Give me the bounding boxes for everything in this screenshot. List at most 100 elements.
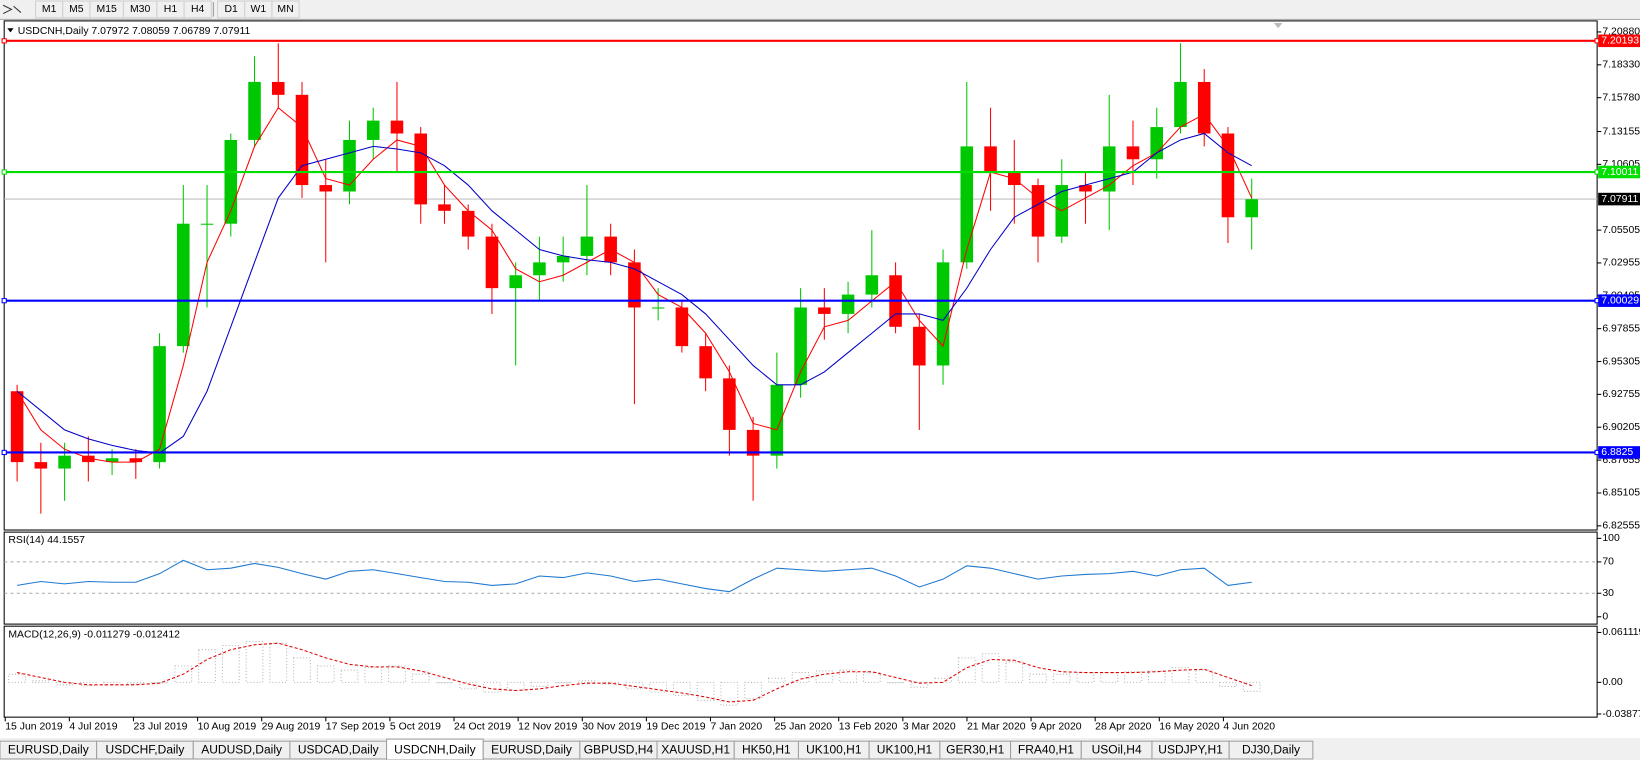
macd-bar xyxy=(1076,672,1095,683)
tab-label[interactable]: USDCHF,Daily xyxy=(106,743,185,757)
tab-label[interactable]: AUDUSD,Daily xyxy=(201,743,282,757)
tab-label[interactable]: UK100,H1 xyxy=(877,743,933,757)
tab-label[interactable]: XAUUSD,H1 xyxy=(661,743,730,757)
level-handle[interactable] xyxy=(1,38,7,44)
tab[interactable] xyxy=(1228,740,1314,760)
price-tick-label: 6.85105 xyxy=(1602,488,1640,499)
candle-body xyxy=(1197,81,1211,134)
macd-bar xyxy=(815,670,834,683)
candle-body xyxy=(485,236,499,289)
candle-body xyxy=(746,429,760,456)
level-price-label: 7.20193 xyxy=(1601,36,1639,47)
date-label: 12 Nov 2019 xyxy=(518,721,577,732)
tab-label[interactable]: USDCAD,Daily xyxy=(298,743,379,757)
candle-body xyxy=(105,458,119,463)
candle-body xyxy=(129,458,143,463)
level-price-box xyxy=(1598,165,1640,179)
date-label: 13 Feb 2020 xyxy=(839,721,898,732)
timeframe-button[interactable] xyxy=(183,0,212,19)
timeframe-label[interactable]: D1 xyxy=(224,4,238,15)
timeframe-button[interactable] xyxy=(271,0,300,19)
macd-bar xyxy=(435,681,454,684)
candle-body xyxy=(675,307,689,347)
candle-body xyxy=(200,223,214,225)
candle-body xyxy=(913,326,926,366)
price-tick-label: 7.18330 xyxy=(1602,60,1640,71)
candle-body xyxy=(82,455,95,463)
macd-bar xyxy=(791,672,810,683)
candle-body xyxy=(438,204,451,211)
moving-average xyxy=(16,132,1252,454)
tab-label[interactable]: GBPUSD,H4 xyxy=(584,743,654,757)
timeframe-label[interactable]: H4 xyxy=(191,4,205,15)
candle-body xyxy=(1079,185,1092,192)
candle-body xyxy=(1126,146,1140,160)
price-tick-label: 6.82555 xyxy=(1602,521,1640,532)
current-price-label: 7.07911 xyxy=(1601,194,1638,205)
macd-bar xyxy=(744,681,763,700)
candle-body xyxy=(628,262,641,308)
timeframe-label[interactable]: M30 xyxy=(130,4,151,15)
rsi-tick-label: 30 xyxy=(1602,588,1614,599)
date-label: 5 Oct 2019 xyxy=(390,721,441,732)
tab-label[interactable]: UK100,H1 xyxy=(806,743,862,757)
tab-label[interactable]: USDCNH,Daily xyxy=(394,743,475,757)
tab-label[interactable]: USOil,H4 xyxy=(1092,743,1142,757)
candle-body xyxy=(1150,127,1164,160)
tab-label[interactable]: HK50,H1 xyxy=(742,743,791,757)
macd-bar xyxy=(388,665,406,683)
macd-bar xyxy=(981,653,1000,683)
macd-bar xyxy=(767,677,786,683)
tab-label[interactable]: GER30,H1 xyxy=(946,743,1004,757)
date-label: 3 Mar 2020 xyxy=(903,721,956,732)
tab-label[interactable]: EURUSD,Daily xyxy=(491,743,572,757)
level-handle[interactable] xyxy=(1,169,7,175)
candle-body xyxy=(10,391,24,463)
date-label: 4 Jun 2020 xyxy=(1223,721,1275,732)
macd-tick-label: 0.061119 xyxy=(1602,627,1640,638)
candle-body xyxy=(1031,185,1045,237)
rsi-tick-label: 0 xyxy=(1602,612,1608,623)
timeframe-label[interactable]: H1 xyxy=(164,4,178,15)
candle-body xyxy=(770,384,784,456)
candle-body xyxy=(366,120,380,140)
candle-body xyxy=(343,139,356,192)
macd-bar xyxy=(459,681,478,690)
tab-label[interactable]: FRA40,H1 xyxy=(1018,743,1074,757)
macd-bar xyxy=(1100,672,1119,683)
timeframe-label[interactable]: MN xyxy=(277,4,293,15)
level-price-label: 7.10011 xyxy=(1601,167,1638,178)
chart-header: USDCNH,Daily 7.07972 7.08059 7.06789 7.0… xyxy=(18,26,251,37)
timeframe-label[interactable]: M1 xyxy=(42,4,57,15)
timeframe-label[interactable]: M15 xyxy=(97,4,118,15)
candle-body xyxy=(1245,199,1258,218)
level-handle[interactable] xyxy=(1,298,7,304)
macd-label: MACD(12,26,9) -0.011279 -0.012412 xyxy=(8,629,180,640)
tab-label[interactable]: USDJPY,H1 xyxy=(1158,743,1223,757)
price-tick-label: 7.20880 xyxy=(1602,27,1640,38)
macd-bar xyxy=(1124,671,1142,683)
level-price-box xyxy=(1598,294,1640,307)
level-handle[interactable] xyxy=(1,449,7,456)
candle-body xyxy=(58,455,71,469)
cursor-icon[interactable] xyxy=(2,4,22,15)
timeframe-label[interactable]: M5 xyxy=(69,4,84,15)
level-price-label: 6.8825 xyxy=(1601,447,1633,458)
macd-bar xyxy=(221,645,240,683)
date-label: 4 Jul 2019 xyxy=(69,721,117,732)
tab-label[interactable]: DJ30,Daily xyxy=(1242,743,1300,757)
date-label: 21 Mar 2020 xyxy=(967,721,1026,732)
price-tick-label: 6.95305 xyxy=(1602,356,1640,367)
tab-label[interactable]: EURUSD,Daily xyxy=(8,743,89,757)
candle-body xyxy=(319,185,333,192)
macd-panel xyxy=(3,625,1598,718)
macd-bar xyxy=(862,672,881,683)
macd-bar xyxy=(957,657,976,683)
macd-bar xyxy=(293,657,311,683)
date-label: 15 Jun 2019 xyxy=(5,721,63,732)
timeframe-label[interactable]: W1 xyxy=(251,4,267,15)
macd-bar xyxy=(340,669,359,683)
candle-body xyxy=(651,307,665,309)
